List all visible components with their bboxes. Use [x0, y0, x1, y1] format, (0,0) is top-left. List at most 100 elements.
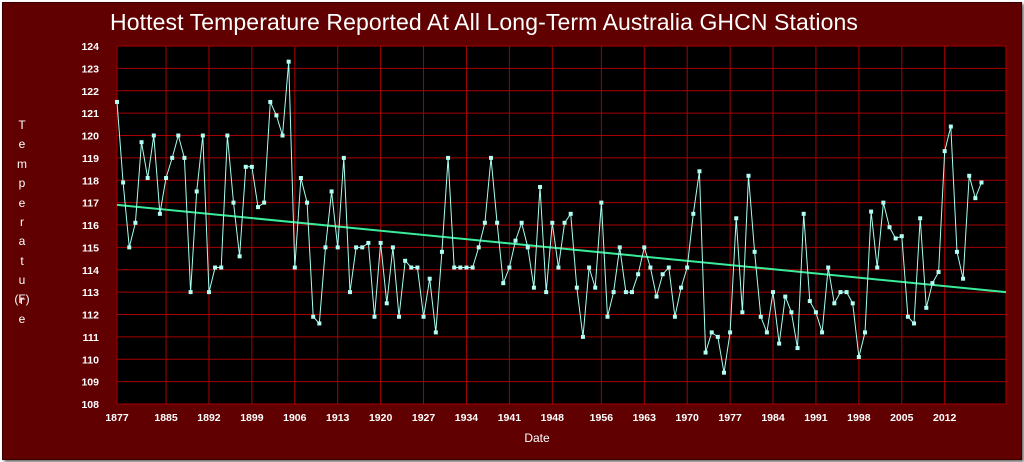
data-point	[795, 346, 800, 351]
data-point	[231, 200, 236, 205]
data-point	[298, 176, 303, 181]
data-point	[562, 220, 567, 225]
data-point	[127, 245, 132, 250]
data-point	[439, 249, 444, 254]
data-point	[409, 265, 414, 270]
data-point	[752, 249, 757, 254]
data-point	[820, 330, 825, 335]
data-point	[531, 285, 536, 290]
data-point	[666, 265, 671, 270]
data-point	[679, 285, 684, 290]
data-point	[623, 290, 628, 295]
data-point	[875, 265, 880, 270]
data-point	[219, 265, 224, 270]
data-point	[274, 113, 279, 118]
y-tick-label: 123	[81, 63, 99, 75]
data-point	[280, 133, 285, 138]
data-point	[421, 314, 426, 319]
data-point	[636, 272, 641, 277]
series-line	[116, 61, 982, 373]
y-tick-label: 114	[82, 265, 99, 277]
data-point	[930, 281, 935, 286]
y-tick-label: 119	[82, 153, 99, 165]
y-tick-label: 111	[83, 332, 100, 344]
y-axis-label-letter: t	[20, 253, 24, 268]
data-point	[948, 124, 953, 129]
data-point	[538, 184, 543, 189]
data-point	[856, 355, 861, 360]
data-point	[243, 164, 248, 169]
data-point	[347, 290, 352, 295]
data-point	[305, 200, 310, 205]
data-point	[954, 249, 959, 254]
data-point	[378, 240, 383, 245]
data-point	[813, 310, 818, 315]
data-point	[605, 314, 610, 319]
data-point	[881, 200, 886, 205]
data-point	[599, 200, 604, 205]
data-point	[495, 220, 500, 225]
y-axis-label-letter: m	[17, 156, 27, 171]
data-point	[617, 245, 622, 250]
data-point	[764, 330, 769, 335]
y-axis-label-letter: e	[18, 195, 26, 210]
data-point	[973, 196, 978, 201]
y-axis-label-letter: a	[18, 234, 26, 249]
y-axis-label-letter: e	[18, 312, 26, 327]
data-point	[746, 173, 751, 178]
data-point	[488, 155, 493, 160]
data-point	[758, 314, 763, 319]
data-point	[482, 220, 487, 225]
x-tick-label: 1998	[847, 412, 871, 424]
data-point	[734, 216, 739, 221]
data-point	[206, 290, 211, 295]
data-point	[869, 209, 874, 214]
data-point	[446, 155, 451, 160]
y-tick-label: 115	[82, 242, 99, 254]
series-group	[116, 61, 982, 373]
data-point	[286, 59, 291, 64]
data-point	[979, 180, 984, 185]
x-tick-label: 1963	[633, 412, 657, 424]
y-axis-label-letter: r	[20, 292, 24, 307]
data-point	[862, 330, 867, 335]
data-point	[593, 285, 598, 290]
data-point	[967, 173, 972, 178]
data-point	[323, 245, 328, 250]
data-point	[335, 245, 340, 250]
data-point	[544, 290, 549, 295]
data-point	[850, 301, 855, 306]
data-point	[672, 314, 677, 319]
data-point	[194, 189, 199, 194]
data-point	[513, 238, 518, 243]
y-axis-label-letter: p	[18, 176, 26, 191]
data-point	[182, 155, 187, 160]
data-point	[427, 276, 432, 281]
data-point	[685, 265, 690, 270]
x-tick-label: 1927	[412, 412, 436, 424]
data-point	[942, 149, 947, 154]
data-point	[501, 281, 506, 286]
y-axis-label-letter: r	[20, 215, 24, 230]
data-point	[151, 133, 156, 138]
data-point	[887, 225, 892, 230]
data-point	[826, 265, 831, 270]
x-tick-label: 1948	[541, 412, 565, 424]
y-tick-label: 108	[81, 399, 99, 411]
data-point	[452, 265, 457, 270]
data-point	[360, 245, 365, 250]
data-point	[249, 164, 254, 169]
data-point	[329, 189, 334, 194]
x-tick-label: 1984	[761, 412, 785, 424]
data-point	[630, 290, 635, 295]
x-tick-label: 1991	[804, 412, 828, 424]
data-point	[654, 294, 659, 299]
data-point	[783, 294, 788, 299]
data-point	[568, 211, 573, 216]
data-point	[550, 220, 555, 225]
data-point	[709, 330, 714, 335]
y-tick-label: 122	[81, 86, 99, 98]
x-tick-label: 1934	[455, 412, 479, 424]
data-point	[256, 205, 261, 210]
